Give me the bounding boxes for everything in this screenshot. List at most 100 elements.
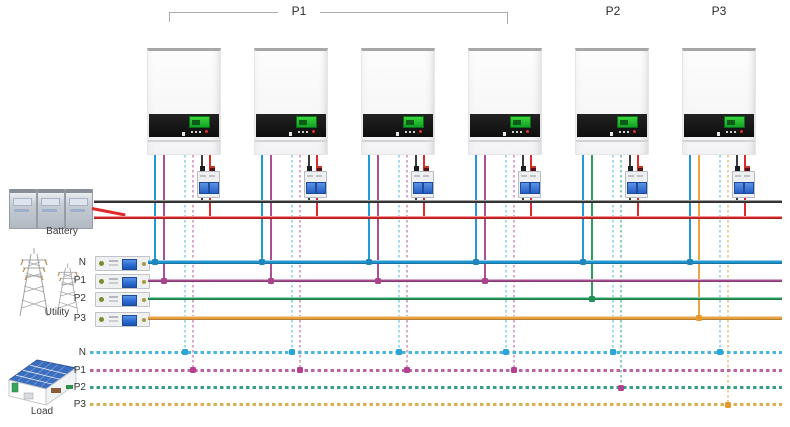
breaker-toggle: [413, 182, 423, 194]
junction-dot: [404, 367, 410, 373]
junction-dot: [268, 277, 274, 284]
breaker-markings: [307, 175, 313, 177]
breaker-terminal-dot: [142, 317, 146, 322]
ac-output-bus-p2: [90, 386, 782, 389]
load-house-icon: [7, 359, 78, 406]
inverter-divider: [469, 140, 541, 142]
breaker-toggle: [209, 182, 219, 194]
breaker-toggle: [122, 277, 137, 288]
wire-ac-in-phase: [591, 155, 593, 299]
load-line-label-p2: P2: [73, 382, 86, 393]
breaker-markings: [109, 296, 118, 298]
breaker-markings: [735, 175, 741, 177]
inverter-lcd-screen: [296, 116, 317, 128]
junction-dot: [366, 259, 372, 265]
inverter-led-red: [312, 130, 315, 133]
inverter-port: [289, 132, 292, 136]
breaker-terminal-positive: [317, 166, 322, 174]
load-label: Load: [30, 406, 54, 417]
wire-ac-in-neutral: [475, 155, 477, 262]
wire-ac-out-neutral: [719, 155, 721, 352]
breaker-toggle: [122, 295, 137, 306]
junction-dot: [375, 277, 381, 284]
inverter-buttons: [726, 130, 750, 133]
battery-breaker: [304, 166, 327, 198]
breaker-terminal-negative: [628, 166, 633, 172]
inverter-unit: [575, 48, 649, 155]
battery-breaker: [411, 166, 434, 198]
ac-input-bus-n: [148, 260, 782, 264]
junction-dot: [473, 259, 479, 265]
breaker-terminal-negative: [735, 166, 740, 172]
load-line-label-p1: P1: [73, 364, 86, 376]
battery-cell: [37, 189, 65, 229]
junction-dot: [259, 259, 265, 265]
inverter-front-panel: [577, 114, 647, 137]
junction-dot: [161, 277, 167, 284]
breaker-markings: [109, 315, 118, 318]
inverter-front-panel: [149, 114, 219, 137]
inverter-led-red: [419, 130, 422, 133]
inverter-lcd-screen: [724, 116, 745, 128]
inverter-port: [396, 132, 399, 136]
breaker-status-dot: [99, 260, 104, 266]
junction-dot: [696, 315, 702, 321]
inverter-front-panel: [470, 114, 540, 137]
breaker-markings: [109, 278, 118, 280]
breaker-markings: [200, 175, 206, 177]
battery-positive-bus: [94, 215, 782, 220]
utility-breaker-n: [95, 255, 150, 271]
breaker-terminal-positive: [745, 166, 750, 174]
p1-bracket-left-tick: [169, 12, 170, 22]
inverter-led-red: [633, 130, 636, 133]
utility-line-label-p2: P2: [73, 293, 86, 304]
junction-dot: [182, 349, 188, 355]
battery-label: Battery: [46, 226, 78, 237]
group-label-p2: P2: [605, 4, 621, 18]
junction-dot: [503, 349, 509, 355]
inverter-divider: [148, 140, 220, 142]
breaker-markings: [521, 175, 527, 177]
wire-ac-in-neutral: [689, 155, 691, 262]
inverter-front-panel: [363, 114, 433, 137]
group-label-p3: P3: [711, 4, 727, 18]
p1-bracket-right-tick: [507, 12, 508, 24]
battery-positive-lead: [91, 207, 126, 216]
wire-ac-out-phase: [620, 155, 622, 388]
inverter-lcd-screen: [510, 116, 531, 128]
junction-dot: [717, 349, 723, 355]
battery-cell: [65, 189, 93, 229]
breaker-toggle: [520, 182, 530, 194]
inverter-divider: [255, 140, 327, 142]
inverter-front-panel: [256, 114, 326, 137]
wire-ac-in-neutral: [261, 155, 263, 262]
breaker-toggle: [306, 182, 316, 194]
inverter-unit: [468, 48, 542, 155]
group-label-p1: P1: [291, 4, 307, 18]
utility-line-label-p1: P1: [73, 275, 86, 286]
battery-negative-bus: [94, 199, 782, 203]
breaker-markings: [628, 175, 634, 177]
breaker-terminal-dot: [142, 261, 146, 266]
inverter-buttons: [512, 130, 536, 133]
breaker-toggle: [122, 258, 137, 270]
breaker-status-dot: [99, 316, 104, 322]
breaker-toggle: [423, 182, 433, 194]
battery-cell: [9, 189, 37, 229]
inverter-unit: [254, 48, 328, 155]
ac-input-bus-p3: [148, 316, 782, 320]
junction-dot: [396, 349, 402, 355]
utility-line-label-n: N: [78, 256, 86, 268]
breaker-toggle: [627, 182, 637, 194]
wire-ac-in-neutral: [582, 155, 584, 262]
breaker-terminal-positive: [210, 166, 215, 174]
battery-image: [8, 184, 94, 229]
junction-dot: [482, 277, 488, 284]
inverter-divider: [576, 140, 648, 142]
wire-ac-in-neutral: [154, 155, 156, 262]
utility-label: Utility: [44, 307, 70, 318]
breaker-terminal-dot: [142, 280, 146, 284]
utility-line-label-p3: P3: [73, 312, 86, 324]
battery-breaker: [197, 166, 220, 198]
inverter-led-red: [526, 130, 529, 133]
